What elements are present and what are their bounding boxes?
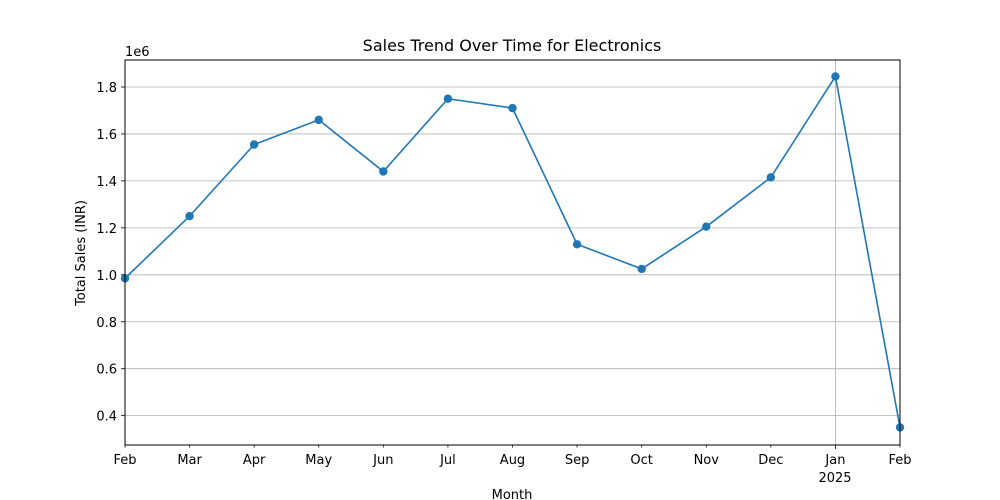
data-point	[572, 240, 582, 249]
data-series	[120, 72, 905, 432]
x-tick-label: Nov	[694, 453, 720, 468]
data-point	[379, 167, 388, 176]
x-tick-label: Oct	[630, 453, 652, 468]
y-tick-label: 0.8	[96, 316, 117, 331]
x-tick-label: May	[305, 453, 332, 468]
x-tick-label: Mar	[177, 453, 202, 468]
x-tick-label: Apr	[243, 453, 266, 468]
x-tick-label: Sep	[565, 453, 590, 468]
data-point	[702, 222, 711, 231]
x-tick-label: Dec	[758, 453, 783, 468]
data-point	[637, 264, 646, 274]
data-point	[508, 103, 517, 113]
y-axis-title: Total Sales (INR)	[74, 200, 89, 307]
x-tick-label: Aug	[500, 453, 525, 468]
x-axis-title: Month	[492, 488, 533, 500]
data-point	[443, 94, 453, 103]
y-tick-label: 1.4	[96, 175, 117, 190]
x-tick-label: Jan	[824, 453, 845, 468]
x-tick-label: Jun	[372, 453, 393, 468]
y-offset-label: 1e6	[125, 45, 150, 60]
y-tick-label: 1.0	[96, 269, 117, 284]
y-tick-label: 0.6	[96, 363, 117, 378]
y-tick-label: 1.8	[96, 81, 117, 96]
axis-ticks: 0.4 0.6 0.8 1.0 1.2 1.4 1.6 1.8 Feb Mar Apr May Jun J…	[96, 81, 911, 468]
x-tick-label: Jul	[439, 453, 456, 468]
data-point	[314, 115, 323, 125]
y-tick-label: 1.2	[96, 222, 117, 237]
x-tick-label: Feb	[113, 453, 136, 468]
data-point	[185, 211, 194, 221]
chart-title: Sales Trend Over Time for Electronics	[363, 36, 662, 55]
data-point	[831, 72, 840, 81]
x-year-label: 2025	[818, 471, 851, 486]
grid-lines	[125, 60, 900, 445]
data-point	[766, 173, 776, 182]
data-point	[249, 140, 259, 149]
y-tick-label: 1.6	[96, 128, 117, 143]
y-tick-label: 0.4	[96, 410, 117, 425]
x-tick-label: Feb	[888, 453, 911, 468]
